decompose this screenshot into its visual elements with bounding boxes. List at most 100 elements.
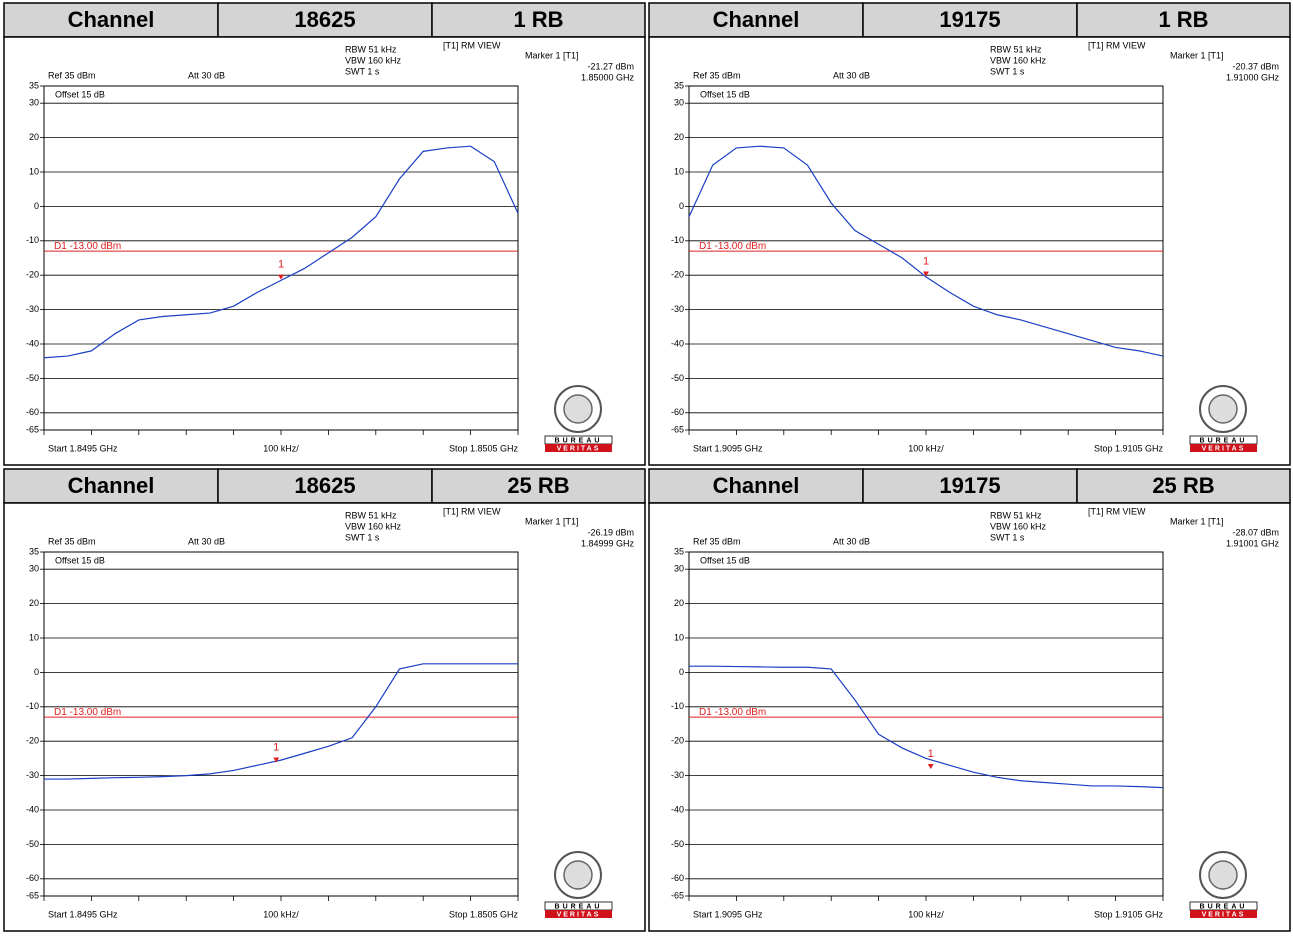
y-tick-label: -20 <box>671 270 684 280</box>
setting-label: Att 30 dB <box>833 536 870 546</box>
y-tick-label: 0 <box>34 201 39 211</box>
setting-label: VBW 160 kHz <box>990 521 1047 531</box>
marker-value: -21.27 dBm <box>587 61 634 71</box>
marker-id: 1 <box>273 741 279 753</box>
plot-panel: 35 30 20 10 0 -10 -20 -30 -40 -50 -60 -65 Ref 35 dBm… <box>3 502 646 932</box>
marker-point <box>927 763 934 769</box>
setting-label: Offset 15 dB <box>700 555 750 565</box>
x-stop-label: Stop 1.8505 GHz <box>449 909 519 919</box>
limit-label: D1 -13.00 dBm <box>699 241 766 252</box>
y-tick-label: 10 <box>674 632 684 642</box>
header-cell <box>1076 2 1291 38</box>
marker-id: 1 <box>278 258 284 270</box>
y-tick-label: -40 <box>26 338 39 348</box>
header-cell <box>1076 468 1291 504</box>
setting-label: Att 30 dB <box>833 70 870 80</box>
setting-label: Att 30 dB <box>188 70 225 80</box>
y-tick-label: -50 <box>671 373 684 383</box>
y-tick-label: -40 <box>671 804 684 814</box>
trace <box>44 663 518 780</box>
logo-emblem-inner <box>563 860 593 890</box>
marker-title: Marker 1 [T1] <box>1170 516 1224 526</box>
y-tick-label: -30 <box>671 770 684 780</box>
panel: Channel 19175 25 RB 35 30 20 10 0 -10 -20 -30 -40 -5… <box>648 468 1291 932</box>
y-tick-label: 35 <box>29 80 39 90</box>
setting-label: SWT 1 s <box>345 66 380 76</box>
y-tick-label: 30 <box>29 98 39 108</box>
marker-point <box>278 274 284 280</box>
y-tick-label: 10 <box>674 166 684 176</box>
header-text: Channel <box>713 473 800 498</box>
marker-frequency: 1.85000 GHz <box>581 72 635 82</box>
x-stop-label: Stop 1.9105 GHz <box>1094 909 1164 919</box>
trace <box>689 665 1164 789</box>
header-text: 25 RB <box>507 473 569 498</box>
y-tick-label: -20 <box>26 736 39 746</box>
y-tick-label: -50 <box>26 373 39 383</box>
x-stop-label: Stop 1.8505 GHz <box>449 443 519 453</box>
marker-value: -20.37 dBm <box>1232 61 1279 71</box>
logo-emblem-inner <box>1208 860 1238 890</box>
x-stop-label: Stop 1.9105 GHz <box>1094 443 1164 453</box>
setting-label: VBW 160 kHz <box>345 521 402 531</box>
limit-label: D1 -13.00 dBm <box>699 707 766 718</box>
logo-text-top: BUREAU <box>1200 903 1248 910</box>
setting-label: SWT 1 s <box>990 66 1025 76</box>
plot-panel: 35 30 20 10 0 -10 -20 -30 -40 -50 -60 -65 Ref 35 dBm… <box>648 36 1291 466</box>
panel: Channel 18625 25 RB 35 30 20 10 0 -10 -20 -30 -40 -5… <box>3 468 646 932</box>
y-tick-label: 30 <box>29 564 39 574</box>
logo-text-top: BUREAU <box>1200 437 1248 444</box>
x-start-label: Start 1.8495 GHz <box>48 443 118 453</box>
header-text: Channel <box>68 473 155 498</box>
header-text: Channel <box>713 7 800 32</box>
logo-emblem-inner <box>1208 394 1238 424</box>
header-text: 18625 <box>294 473 355 498</box>
logo-text-bottom: VERITAS <box>1202 911 1246 918</box>
marker-point <box>923 271 929 277</box>
x-start-label: Start 1.9095 GHz <box>693 909 763 919</box>
y-tick-label: 10 <box>29 632 39 642</box>
setting-label: [T1] RM VIEW <box>1088 506 1146 516</box>
trace <box>43 145 519 359</box>
plot-panel: 35 30 20 10 0 -10 -20 -30 -40 -50 -60 -65 Ref 35 dBm… <box>3 36 646 466</box>
y-tick-label: -65 <box>671 890 684 900</box>
x-div-label: 100 kHz/ <box>263 909 299 919</box>
setting-label: Ref 35 dBm <box>693 70 741 80</box>
setting-label: Offset 15 dB <box>55 555 105 565</box>
y-tick-label: -60 <box>26 873 39 883</box>
setting-label: Att 30 dB <box>188 536 225 546</box>
y-tick-label: 0 <box>679 201 684 211</box>
x-div-label: 100 kHz/ <box>908 443 944 453</box>
logo-text-bottom: VERITAS <box>1202 445 1246 452</box>
marker-title: Marker 1 [T1] <box>525 50 579 60</box>
y-tick-label: -30 <box>26 770 39 780</box>
marker-value: -28.07 dBm <box>1232 527 1279 537</box>
y-tick-label: -20 <box>671 736 684 746</box>
logo-emblem-inner <box>563 394 593 424</box>
header-cell <box>3 468 219 504</box>
y-tick-label: 35 <box>674 80 684 90</box>
y-tick-label: -20 <box>26 270 39 280</box>
header-text: 1 RB <box>1158 7 1208 32</box>
marker-id: 1 <box>928 748 934 760</box>
y-tick-label: 35 <box>29 546 39 556</box>
y-tick-label: 0 <box>34 667 39 677</box>
y-tick-label: -65 <box>26 424 39 434</box>
header-text: 19175 <box>939 473 1000 498</box>
y-tick-label: 20 <box>29 132 39 142</box>
logo-bottom-box <box>1190 444 1257 452</box>
logo-text-bottom: VERITAS <box>557 911 601 918</box>
marker-frequency: 1.84999 GHz <box>581 538 635 548</box>
logo-bottom-box <box>545 444 612 452</box>
setting-label: Ref 35 dBm <box>693 536 741 546</box>
y-tick-label: 20 <box>674 132 684 142</box>
x-div-label: 100 kHz/ <box>908 909 944 919</box>
header-text: 18625 <box>294 7 355 32</box>
header-text: Channel <box>68 7 155 32</box>
y-tick-label: 20 <box>29 598 39 608</box>
y-tick-label: -50 <box>671 839 684 849</box>
y-tick-label: 20 <box>674 598 684 608</box>
